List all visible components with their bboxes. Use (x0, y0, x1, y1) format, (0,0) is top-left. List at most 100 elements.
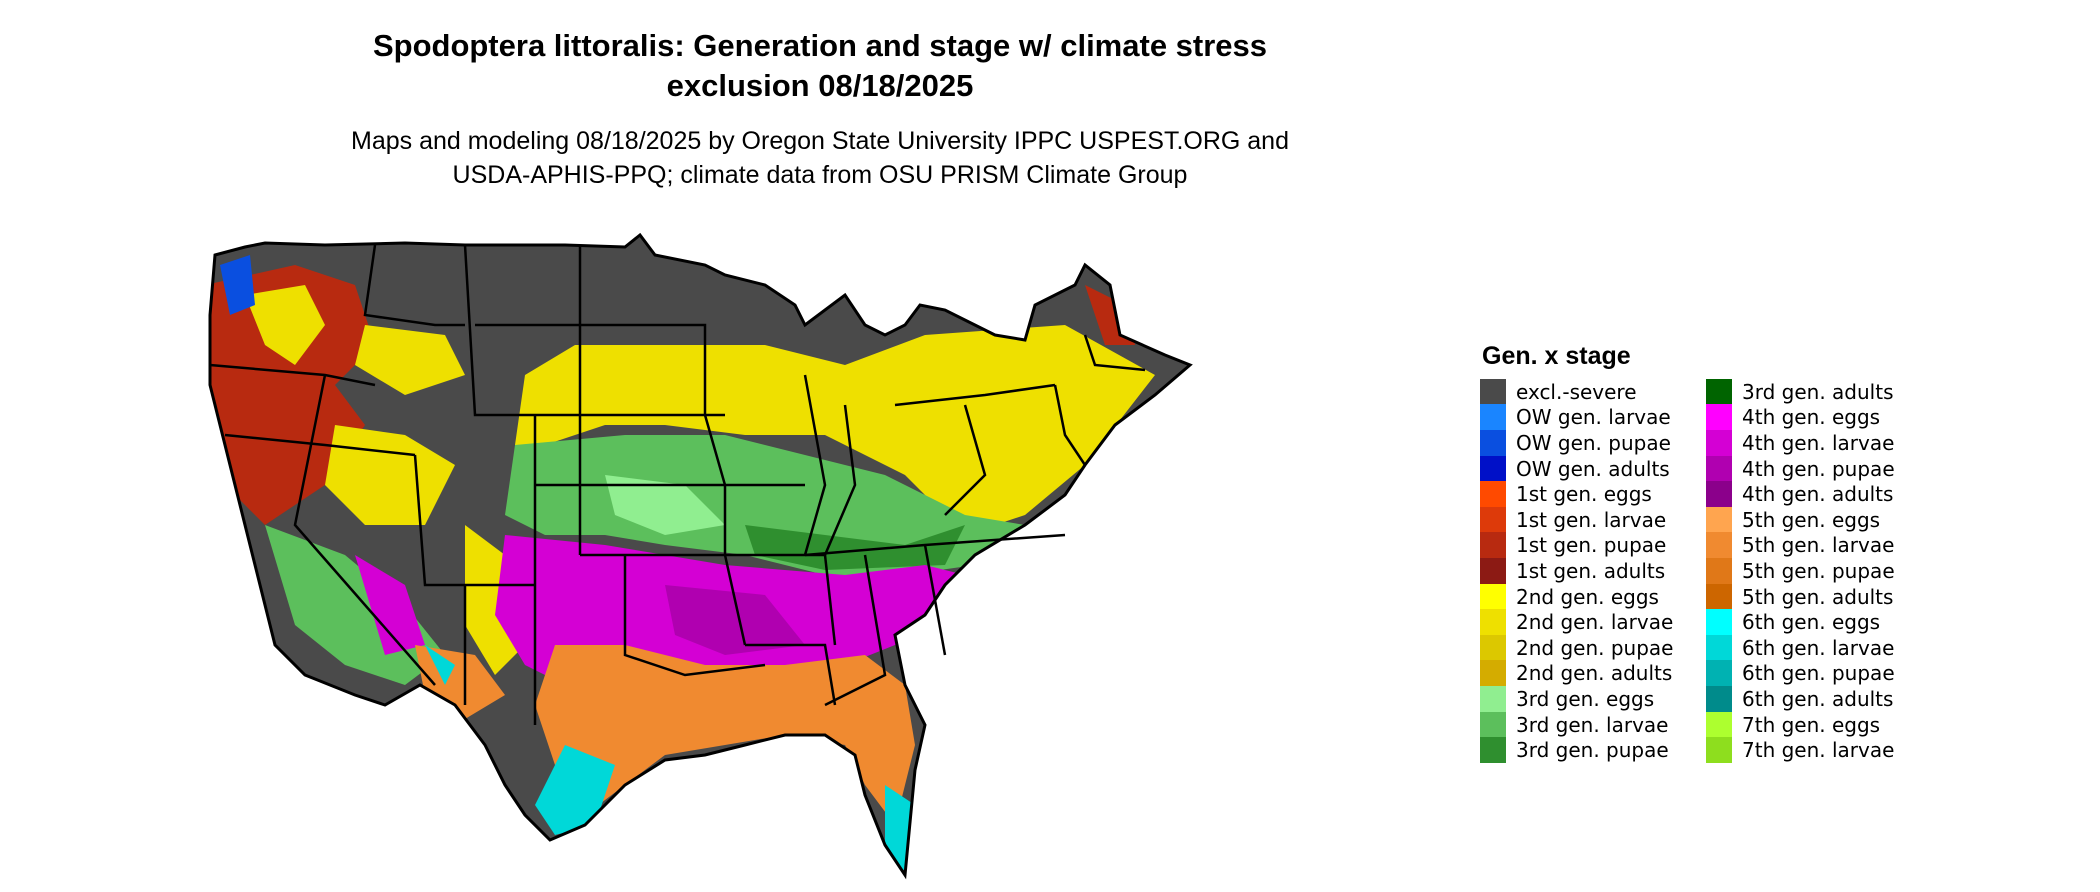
legend-label: 2nd gen. larvae (1516, 610, 1674, 635)
legend-swatch (1706, 532, 1732, 559)
map-subtitle-line-2: USDA-APHIS-PPQ; climate data from OSU PR… (452, 161, 1188, 189)
legend-swatch (1480, 737, 1506, 764)
legend-label: 2nd gen. pupae (1516, 635, 1674, 660)
legend-swatch (1706, 429, 1732, 456)
legend-label: 6th gen. adults (1742, 686, 1894, 711)
legend-item: 5th gen. adults (1706, 583, 1918, 610)
legend-label: 5th gen. adults (1742, 584, 1894, 609)
texas-coast-cyan-zone (535, 745, 615, 835)
state-border (293, 374, 436, 686)
state-border (1053, 384, 1087, 466)
legend-label: 7th gen. larvae (1742, 738, 1895, 763)
legend-swatch (1480, 660, 1506, 687)
state-border (923, 544, 947, 656)
legend-swatch (1480, 506, 1506, 533)
legend-swatch (1480, 711, 1506, 738)
legend-label: 1st gen. eggs (1516, 482, 1652, 507)
legend-title: Gen. x stage (1482, 342, 1631, 370)
legend-label: 6th gen. eggs (1742, 610, 1881, 635)
legend-label: 5th gen. pupae (1742, 558, 1895, 583)
legend-label: 4th gen. adults (1742, 482, 1894, 507)
legend-label: 1st gen. pupae (1516, 533, 1667, 558)
legend-item: 3rd gen. larvae (1480, 711, 1692, 738)
map-regions (210, 235, 1190, 875)
state-border (824, 554, 887, 707)
legend-swatch (1706, 685, 1732, 712)
state-border (463, 244, 535, 417)
legend-item: 5th gen. eggs (1706, 506, 1918, 533)
map-title-line-1: Spodoptera littoralis: Generation and st… (372, 28, 1268, 63)
state-border (803, 374, 827, 556)
legend-swatch (1480, 455, 1506, 482)
state-border (475, 323, 707, 415)
legend-swatch (1480, 429, 1506, 456)
green-belt-light-zone (605, 475, 725, 535)
green-belt-zone (505, 435, 1025, 575)
legend-item: 6th gen. larvae (1706, 634, 1918, 661)
legend-item: 4th gen. pupae (1706, 455, 1918, 482)
legend-label: 4th gen. eggs (1742, 405, 1881, 430)
great-basin-yellow-zone (325, 425, 455, 525)
legend-swatch (1706, 404, 1732, 431)
legend-item: 6th gen. adults (1706, 685, 1918, 712)
northeast-yellow-zone (1035, 335, 1115, 415)
map-title: Spodoptera littoralis: Generation and st… (270, 26, 1370, 106)
legend-swatch (1706, 737, 1732, 764)
map-subtitle: Maps and modeling 08/18/2025 by Oregon S… (250, 124, 1390, 192)
legend-item: 1st gen. larvae (1480, 506, 1692, 533)
legend-item: 7th gen. eggs (1706, 711, 1918, 738)
legend-item: OW gen. larvae (1480, 404, 1692, 431)
map-title-line-2: exclusion 08/18/2025 (666, 68, 974, 103)
legend-swatch (1706, 660, 1732, 687)
legend-item: 7th gen. larvae (1706, 737, 1918, 764)
legend-label: 3rd gen. adults (1742, 379, 1894, 404)
legend-item: 1st gen. pupae (1480, 532, 1692, 559)
legend-label: 1st gen. larvae (1516, 507, 1667, 532)
legend-swatch (1706, 583, 1732, 610)
legend-column-1: excl.-severe OW gen. larvae OW gen. pupae O… (1480, 378, 1692, 764)
pacific-yellow-zone (245, 285, 325, 365)
state-border (703, 414, 747, 646)
south-dark-purple-zone (665, 585, 805, 655)
state-border (745, 643, 837, 706)
state-border (1083, 334, 1146, 372)
legend-label: OW gen. larvae (1516, 405, 1671, 430)
legend-swatch (1480, 609, 1506, 636)
legend-label: 3rd gen. larvae (1516, 712, 1669, 737)
legend-label: 3rd gen. eggs (1516, 686, 1655, 711)
plains-yellow-zone (515, 325, 1155, 535)
legend-swatch (1480, 378, 1506, 405)
legend-item: 4th gen. eggs (1706, 404, 1918, 431)
legend-label: 5th gen. larvae (1742, 533, 1895, 558)
state-border (224, 433, 416, 457)
legend-swatch (1706, 634, 1732, 661)
legend-swatch (1706, 481, 1732, 508)
green-belt-dark-zone (745, 525, 965, 570)
legend-item: excl.-severe (1480, 378, 1692, 405)
legend-item: 6th gen. eggs (1706, 609, 1918, 636)
state-border (363, 244, 465, 327)
legend-label: 2nd gen. eggs (1516, 584, 1659, 609)
legend-item: 1st gen. adults (1480, 557, 1692, 584)
legend-column-2: 3rd gen. adults 4th gen. eggs 4th gen. lar… (1706, 378, 1918, 764)
legend-item: OW gen. pupae (1480, 429, 1692, 456)
legend-swatch (1480, 532, 1506, 559)
legend-label: 5th gen. eggs (1742, 507, 1881, 532)
legend-item: 5th gen. pupae (1706, 557, 1918, 584)
legend-label: 6th gen. pupae (1742, 661, 1895, 686)
legend-label: OW gen. pupae (1516, 430, 1671, 455)
us-outline (208, 232, 1193, 880)
idaho-yellow-zone (355, 325, 465, 395)
legend-item: 4th gen. adults (1706, 481, 1918, 508)
legend-item: 2nd gen. eggs (1480, 583, 1692, 610)
state-border (623, 555, 766, 677)
legend-swatch (1480, 404, 1506, 431)
legend-swatch (1480, 481, 1506, 508)
legend-label: 6th gen. larvae (1742, 635, 1895, 660)
map-subtitle-line-1: Maps and modeling 08/18/2025 by Oregon S… (351, 127, 1289, 155)
legend-swatch (1706, 609, 1732, 636)
legend-swatch (1706, 455, 1732, 482)
legend-label: 3rd gen. pupae (1516, 738, 1669, 763)
legend-item: 2nd gen. larvae (1480, 609, 1692, 636)
legend-swatch (1480, 557, 1506, 584)
